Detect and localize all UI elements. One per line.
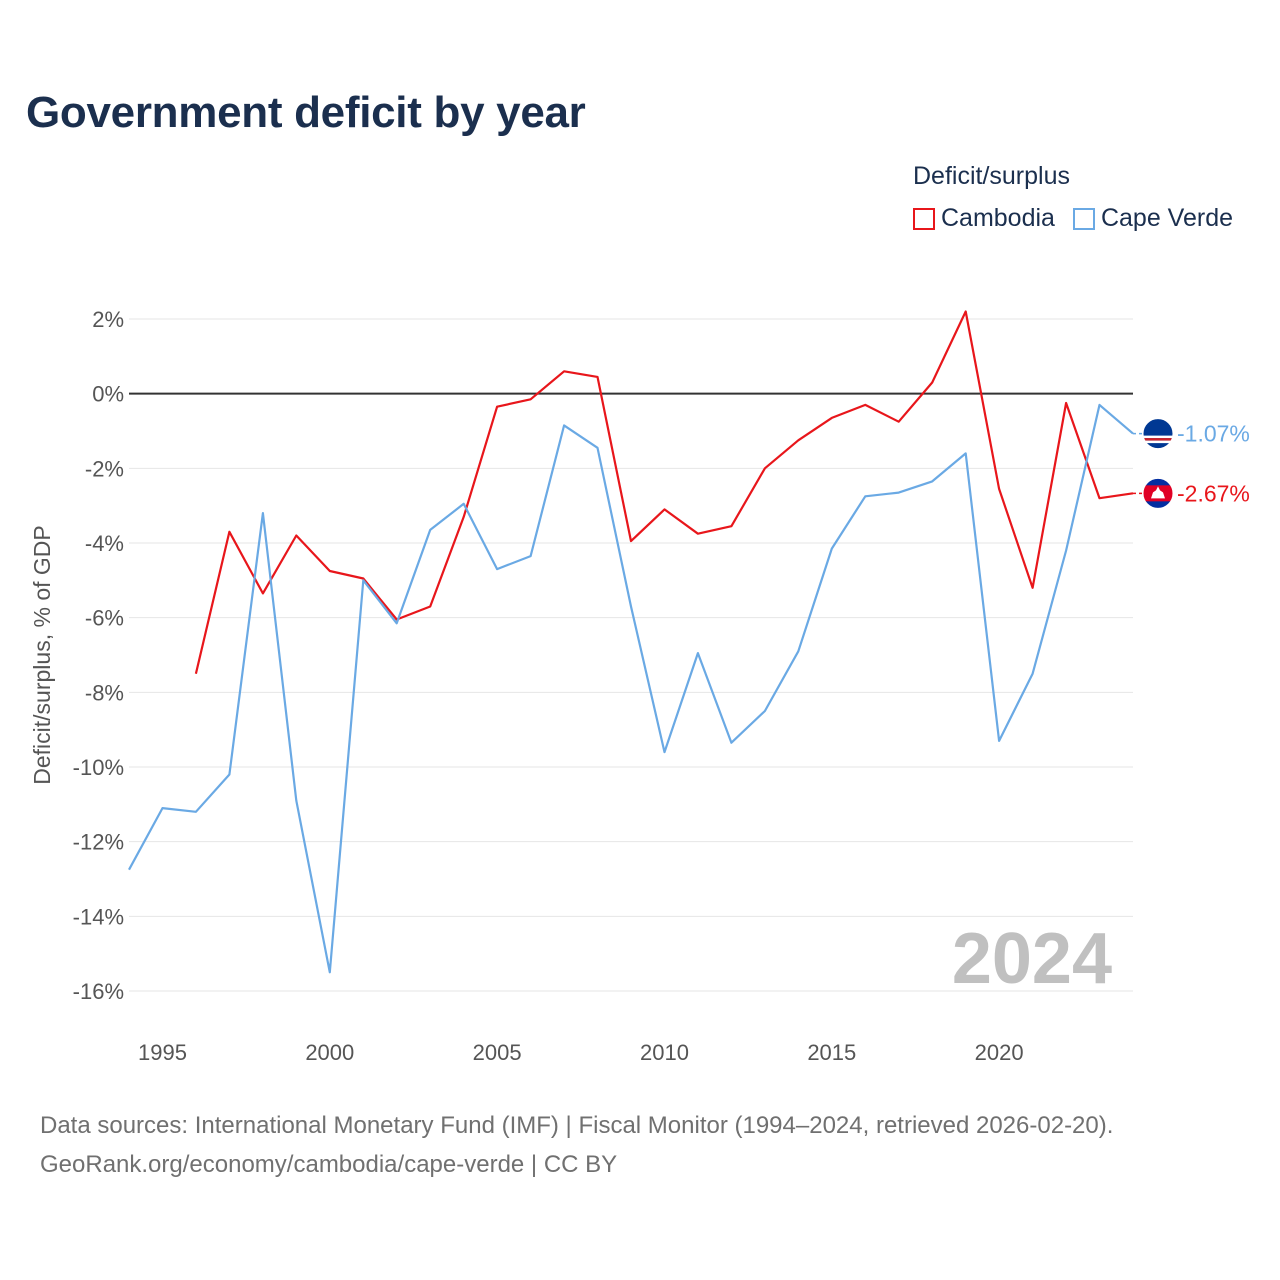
footer: Data sources: International Monetary Fun… — [40, 1106, 1113, 1184]
legend-item-cambodia[interactable]: Cambodia — [913, 204, 1055, 233]
flag-cambodia-icon — [1142, 477, 1174, 509]
x-tick-label: 2015 — [807, 1040, 856, 1065]
series-line-cambodia[interactable] — [194, 310, 1134, 674]
series-lines — [128, 310, 1134, 974]
axes: 2% 0% -2% -4% -6% -8% -10% -12% -14% -16% 1995 2000… — [73, 307, 1133, 1065]
flag-cape-verde-icon — [1142, 418, 1174, 450]
footer-attribution: GeoRank.org/economy/cambodia/cape-verde … — [40, 1151, 618, 1178]
line-chart: 2% 0% -2% -4% -6% -8% -10% -12% -14% -16% 1995 2000… — [29, 307, 1250, 1065]
end-label-cambodia: -2.67% — [1177, 480, 1250, 506]
y-tick-label: -14% — [73, 904, 124, 929]
y-tick-label: 2% — [92, 307, 124, 332]
y-tick-label: -4% — [85, 531, 124, 556]
y-tick-label: -10% — [73, 755, 124, 780]
legend-title: Deficit/surplus — [913, 162, 1070, 190]
legend-swatch-cape-verde — [1072, 207, 1095, 230]
legend-swatch-cambodia — [913, 207, 935, 230]
y-tick-label: -6% — [85, 606, 124, 631]
y-axis-label: Deficit/surplus, % of GDP — [29, 525, 55, 784]
y-tick-label: -16% — [73, 979, 124, 1004]
x-tick-label: 2000 — [305, 1040, 354, 1065]
year-watermark: 2024 — [952, 919, 1112, 999]
legend-label-cape-verde: Cape Verde — [1100, 204, 1233, 232]
x-tick-label: 2010 — [640, 1040, 689, 1065]
x-tick-label: 1995 — [138, 1040, 187, 1065]
end-label-cape-verde: -1.07% — [1177, 421, 1250, 447]
grid-lines — [129, 318, 1133, 992]
y-tick-label: -8% — [85, 680, 124, 705]
chart-title: Government deficit by year — [26, 88, 586, 137]
end-markers: -2.67% -1.07% — [1133, 418, 1250, 509]
legend-item-cape-verde[interactable]: Cape Verde — [1072, 204, 1233, 233]
x-tick-label: 2020 — [975, 1040, 1024, 1065]
footer-sources: Data sources: International Monetary Fun… — [40, 1112, 1114, 1139]
y-tick-label: -12% — [73, 830, 124, 855]
series-line-cape-verde[interactable] — [128, 403, 1134, 974]
y-tick-label: -2% — [85, 456, 124, 481]
y-tick-label: 0% — [92, 382, 124, 407]
x-tick-label: 2005 — [473, 1040, 522, 1065]
legend-label-cambodia: Cambodia — [941, 204, 1055, 232]
legend: Cambodia Cape Verde — [913, 204, 1233, 233]
